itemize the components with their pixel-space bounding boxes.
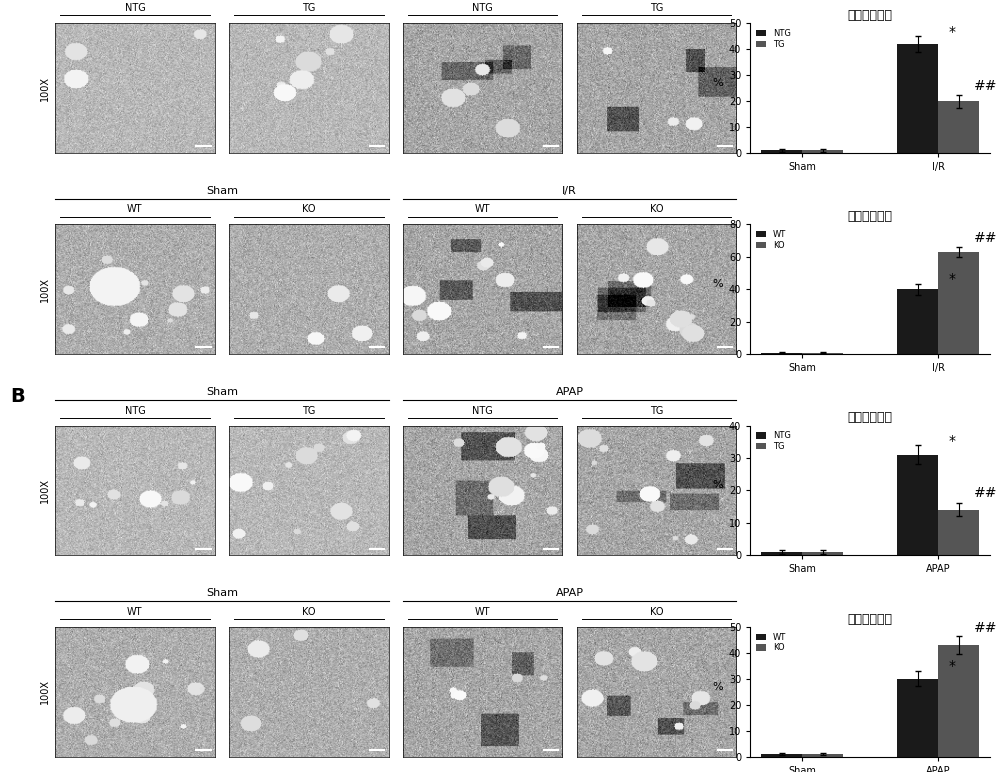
Text: 100X: 100X (40, 276, 50, 302)
Text: Sham: Sham (206, 387, 238, 397)
Text: APAP: APAP (555, 387, 583, 397)
Text: ##: ## (974, 232, 998, 245)
Text: WT: WT (127, 205, 143, 215)
Text: *: * (948, 659, 955, 673)
Bar (802, 353, 843, 354)
Text: Sham: Sham (206, 186, 238, 196)
Text: *: * (948, 272, 955, 286)
Text: WT: WT (475, 205, 490, 215)
Bar (761, 754, 802, 757)
Text: 100X: 100X (40, 478, 50, 503)
Title: 肝脏坏死面积: 肝脏坏死面积 (848, 210, 893, 223)
Bar (897, 44, 938, 153)
Bar (802, 754, 843, 757)
Text: KO: KO (302, 205, 315, 215)
Bar (938, 101, 979, 153)
Bar (761, 151, 802, 153)
Bar (761, 552, 802, 555)
Bar (802, 151, 843, 153)
Bar (938, 645, 979, 757)
Text: *: * (948, 435, 955, 449)
Title: 肝脏坏死面积: 肝脏坏死面积 (848, 9, 893, 22)
Text: I/R: I/R (562, 186, 577, 196)
Text: KO: KO (302, 607, 315, 617)
Bar (897, 679, 938, 757)
Text: TG: TG (650, 405, 663, 415)
Text: B: B (10, 387, 25, 406)
Y-axis label: %: % (713, 78, 723, 88)
Bar (897, 455, 938, 555)
Title: 肝脏坏死面积: 肝脏坏死面积 (848, 613, 893, 625)
Y-axis label: %: % (713, 279, 723, 290)
Text: ##: ## (974, 486, 998, 500)
Text: Sham: Sham (206, 588, 238, 598)
Text: NTG: NTG (125, 405, 145, 415)
Text: WT: WT (127, 607, 143, 617)
Text: TG: TG (650, 3, 663, 13)
Text: ##: ## (974, 80, 998, 93)
Text: KO: KO (650, 607, 663, 617)
Y-axis label: %: % (713, 480, 723, 490)
Text: WT: WT (475, 607, 490, 617)
Text: 100X: 100X (40, 679, 50, 704)
Text: 100X: 100X (40, 76, 50, 100)
Text: NTG: NTG (125, 3, 145, 13)
Bar (938, 510, 979, 555)
Text: TG: TG (302, 3, 315, 13)
Text: NTG: NTG (472, 405, 493, 415)
Legend: WT, KO: WT, KO (755, 229, 788, 252)
Bar (802, 552, 843, 555)
Legend: NTG, TG: NTG, TG (755, 27, 792, 50)
Text: KO: KO (650, 205, 663, 215)
Legend: NTG, TG: NTG, TG (755, 430, 792, 452)
Text: A: A (10, 0, 25, 4)
Y-axis label: %: % (713, 682, 723, 692)
Bar (938, 252, 979, 354)
Text: TG: TG (302, 405, 315, 415)
Text: NTG: NTG (472, 3, 493, 13)
Text: APAP: APAP (555, 588, 583, 598)
Title: 肝脏坏死面积: 肝脏坏死面积 (848, 411, 893, 425)
Bar (897, 290, 938, 354)
Bar (761, 353, 802, 354)
Text: ##: ## (974, 621, 998, 635)
Text: *: * (948, 25, 955, 39)
Legend: WT, KO: WT, KO (755, 631, 788, 654)
